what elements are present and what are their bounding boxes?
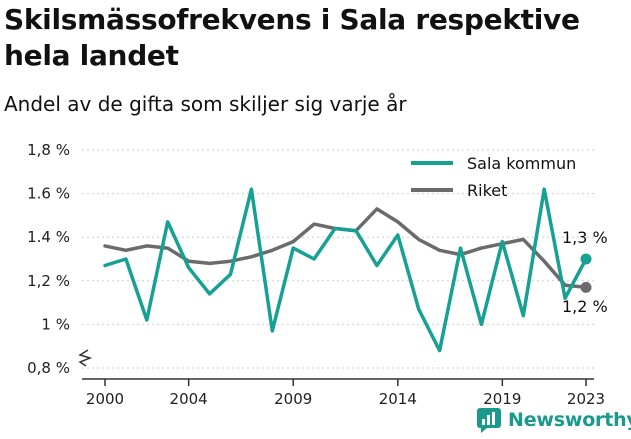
y-tick-label: 1,8 % [27, 141, 70, 159]
y-tick-label: 1,2 % [27, 272, 70, 290]
legend-label-sala: Sala kommun [467, 154, 576, 173]
x-tick-label: 2019 [483, 390, 521, 408]
y-tick-label: 1.4 % [27, 228, 70, 246]
endpoint-sala [580, 253, 592, 265]
y-tick-label: 1 % [41, 315, 70, 333]
x-tick-label: 2009 [274, 390, 312, 408]
chart-title: Skilsmässofrekvens i Sala respektive hel… [4, 3, 580, 72]
x-tick-label: 2014 [379, 390, 417, 408]
series-lines [103, 187, 588, 353]
endpoint-riket [580, 281, 592, 293]
newsworthy-logo-icon [477, 408, 501, 433]
x-tick-label: 2000 [86, 390, 124, 408]
x-axis-ticks: 2000 2004 2009 2014 2019 2023 [86, 379, 605, 408]
end-label-sala: 1,3 % [562, 228, 608, 247]
legend: Sala kommun Riket [411, 154, 576, 200]
axis-break-icon [78, 349, 93, 367]
series-line-riket [103, 207, 588, 290]
y-tick-label: 1.6 % [27, 185, 70, 203]
x-tick-label: 2023 [567, 390, 605, 408]
legend-label-riket: Riket [467, 181, 507, 200]
x-tick-label: 2004 [170, 390, 208, 408]
y-axis-ticks: 0,8 % 1 % 1,2 % 1.4 % 1.6 % 1,8 % [27, 141, 70, 377]
series-line-sala [103, 187, 588, 353]
chart-subtitle: Andel av de gifta som skiljer sig varje … [4, 92, 407, 116]
y-tick-label: 0,8 % [27, 359, 70, 377]
end-label-riket: 1,2 % [562, 297, 608, 316]
axes [78, 349, 594, 380]
gridlines [82, 149, 594, 369]
series-endpoints [580, 253, 592, 293]
brand-name: Newsworthy [508, 409, 631, 431]
newsworthy-brand: Newsworthy [476, 407, 631, 433]
